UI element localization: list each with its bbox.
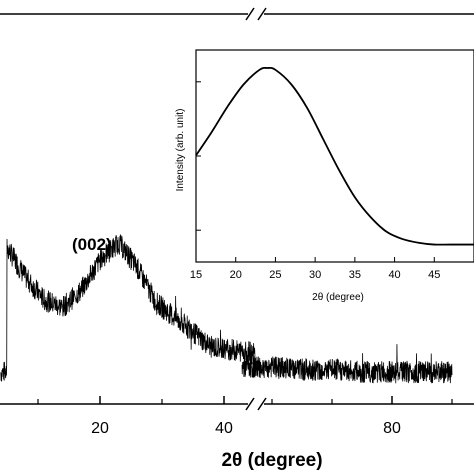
inset-chart: 15 20 25 30 35 40 45 2θ (degree) Intensity (ar… (175, 49, 474, 303)
main-x-ticks: 20 40 80 (37, 396, 453, 437)
inset-x-tick-label: 20 (230, 269, 242, 281)
inset-x-tick-label: 25 (269, 269, 281, 281)
main-x-tick-label: 40 (215, 420, 233, 437)
inset-x-tick-label: 45 (428, 269, 440, 281)
inset-x-tick-label: 35 (349, 269, 361, 281)
inset-x-axis-title: 2θ (degree) (312, 292, 364, 303)
main-series-line-low-angle (0, 234, 256, 382)
main-series (0, 234, 453, 384)
inset-x-tick-label: 15 (190, 269, 202, 281)
peak-annotation: (002) (72, 235, 112, 254)
main-x-tick-label: 80 (383, 420, 401, 437)
main-x-tick-label: 20 (91, 420, 109, 437)
inset-series (195, 66, 474, 246)
inset-series-line (195, 66, 474, 246)
inset-frame (195, 49, 474, 263)
inset-x-tick-label: 30 (309, 269, 321, 281)
main-x-axis-title: 2θ (degree) (221, 450, 322, 471)
inset-y-ticks (196, 81, 201, 231)
main-series-line-high-angle (241, 344, 453, 384)
inset-x-tick-label: 40 (388, 269, 400, 281)
axis-break-bottom (245, 397, 267, 411)
inset-x-ticks: 15 20 25 30 35 40 45 (190, 257, 440, 281)
inset-y-axis-title: Intensity (arb. unit) (175, 109, 186, 192)
axis-break-top (245, 7, 267, 21)
